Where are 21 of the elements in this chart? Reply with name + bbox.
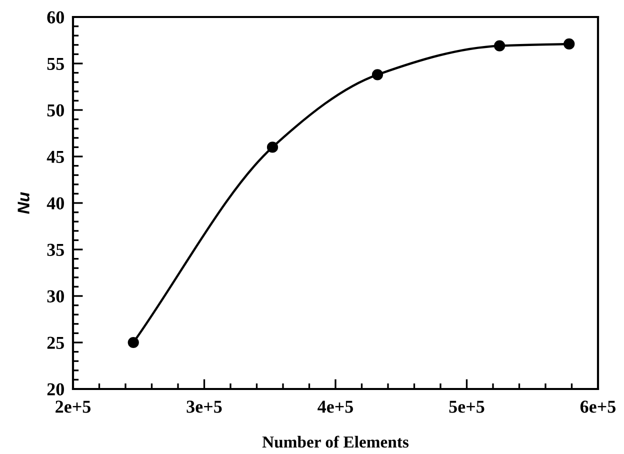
- y-tick-label: 20: [47, 383, 64, 396]
- point: [266, 142, 278, 153]
- y-axis-title: Nu: [18, 192, 30, 214]
- y-tick-label: 50: [47, 104, 64, 116]
- x-tick-label: 6e+5: [580, 400, 616, 413]
- y-tick-label: 45: [46, 150, 64, 163]
- point: [372, 69, 384, 80]
- y-tick-label: 35: [47, 244, 64, 256]
- x-tick-label: 5e+5: [449, 400, 484, 413]
- y-tick-label: 25: [47, 336, 64, 349]
- point: [128, 336, 139, 348]
- y-tick-label: 60: [47, 11, 64, 24]
- y-tick-label: 30: [47, 290, 64, 302]
- y-tick-label: 40: [46, 197, 64, 210]
- point: [564, 38, 575, 50]
- point: [494, 40, 506, 52]
- x-tick-label: 3e+5: [186, 400, 222, 413]
- x-tick-label: 4e+5: [318, 400, 354, 413]
- x-tick-label: 2e+5: [56, 400, 91, 413]
- x-axis-title: Number of Elements: [262, 436, 409, 448]
- y-tick-label: 55: [47, 58, 64, 70]
